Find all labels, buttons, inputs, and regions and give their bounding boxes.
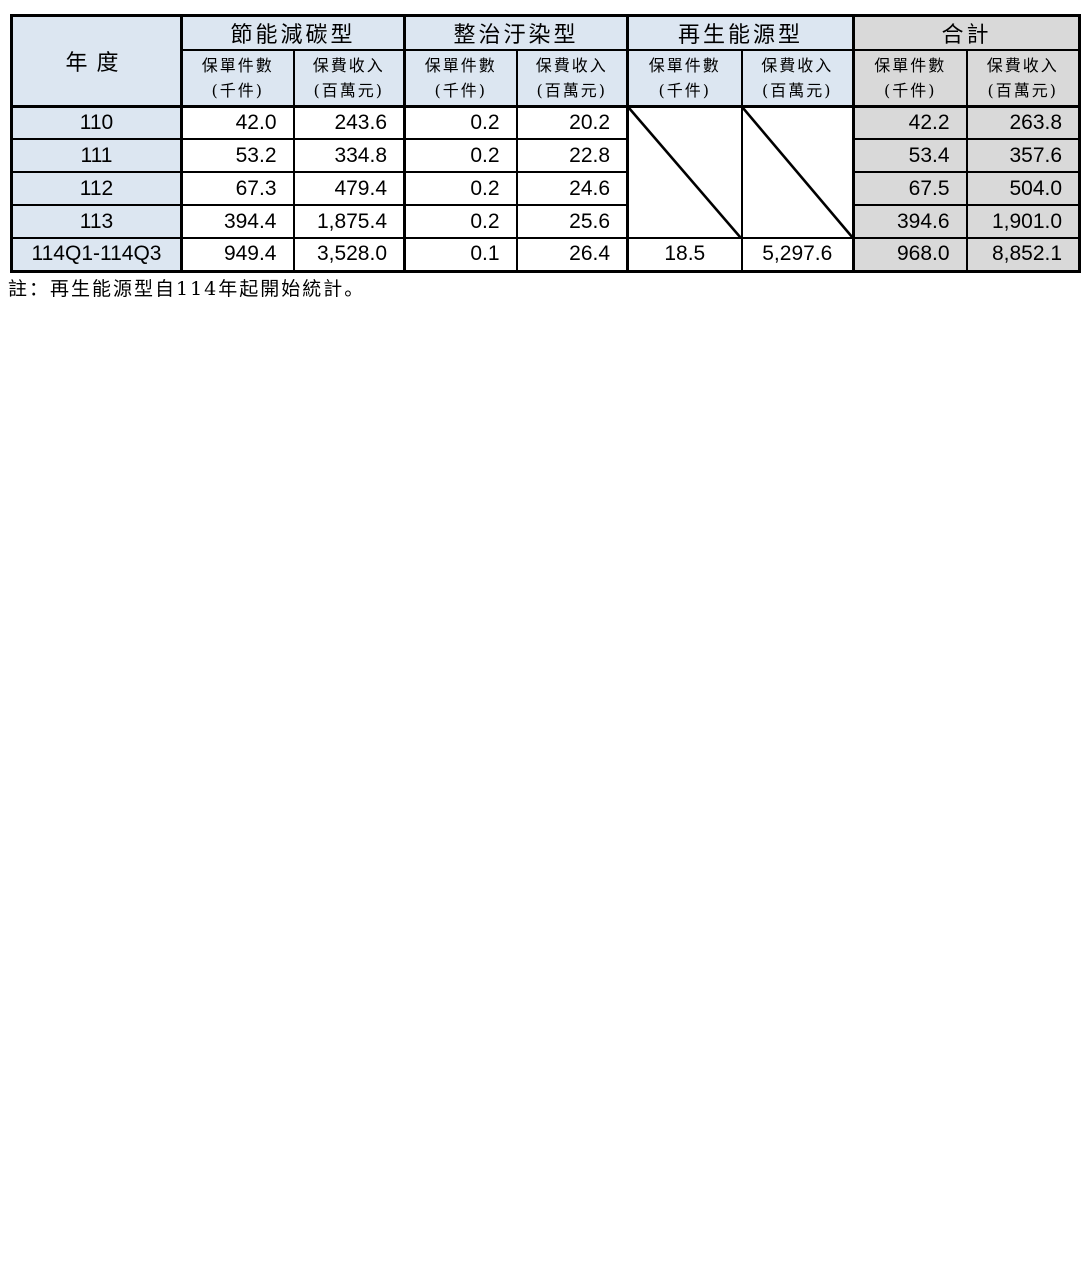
data-cell: 0.2: [403, 204, 518, 239]
sub-header-unit: (百萬元): [987, 80, 1059, 100]
green-insurance-statistics-table: 年度 節能減碳型 整治汙染型 再生能源型 合計 保單件數 (千件) 保費收入 (…: [10, 14, 1082, 273]
data-cell: 0.2: [403, 105, 518, 140]
sub-header-label: 保單件數: [201, 55, 274, 75]
sub-header-label: 保單件數: [648, 55, 721, 75]
sub-header-unit: (千件): [434, 80, 488, 100]
data-cell: 394.4: [180, 204, 295, 239]
sub-header-row: 保單件數 (千件) 保費收入 (百萬元) 保單件數 (千件) 保費收入 (百萬元…: [12, 49, 1081, 108]
data-cell: 0.1: [403, 237, 518, 272]
data-cell: 53.2: [180, 138, 295, 173]
data-cell: 504.0: [965, 171, 1081, 206]
sub-header-label: 保費收入: [535, 55, 608, 75]
year-cell: 111: [10, 138, 183, 173]
data-cell: 1,901.0: [965, 204, 1081, 239]
data-cell: 53.4: [852, 138, 968, 173]
data-cell: 263.8: [965, 105, 1081, 140]
sub-header-unit: (百萬元): [536, 80, 608, 100]
data-cell: 394.6: [852, 204, 968, 239]
data-cell: 67.5: [852, 171, 968, 206]
data-cell: 5,297.6: [740, 237, 855, 272]
year-cell: 110: [10, 105, 183, 140]
year-cell: 112: [10, 171, 183, 206]
data-cell: 357.6: [965, 138, 1081, 173]
data-cell: 42.0: [180, 105, 295, 140]
data-cell: 0.2: [403, 138, 518, 173]
data-cell: 42.2: [852, 105, 968, 140]
year-cell: 113: [10, 204, 183, 239]
data-cell: 24.6: [515, 171, 629, 206]
group-header-energy-saving: 節能減碳型: [179, 14, 406, 51]
renewable-premium-income-header: 保費收入 (百萬元): [740, 49, 855, 108]
data-cell: 22.8: [515, 138, 629, 173]
group-header-pollution-remediation: 整治汙染型: [403, 14, 629, 51]
table-row: 114Q1-114Q3 949.4 3,528.0 0.1 26.4 18.5 …: [10, 237, 1081, 272]
table-row: 112 67.3 479.4 0.2 24.6 67.5 504.0: [10, 171, 1081, 206]
sub-header-label: 保費收入: [312, 55, 385, 75]
data-cell: 334.8: [292, 138, 406, 173]
sub-header-unit: (百萬元): [313, 80, 384, 100]
data-cell: 20.2: [515, 105, 629, 140]
table-row: 113 394.4 1,875.4 0.2 25.6 394.6 1,901.0: [10, 204, 1081, 239]
sub-header-label: 保單件數: [424, 55, 497, 75]
energy-premium-income-header: 保費收入 (百萬元): [292, 49, 406, 108]
sub-header-unit: (千件): [884, 80, 937, 100]
pollution-premium-income-header: 保費收入 (百萬元): [515, 49, 629, 108]
no-data-diagonal-cell: [740, 105, 855, 239]
renewable-policy-count-header: 保單件數 (千件): [626, 49, 743, 108]
diagonal-slash-icon: [629, 108, 741, 238]
sub-header-label: 保單件數: [874, 55, 947, 75]
data-cell: 25.6: [515, 204, 629, 239]
sub-header-unit: (千件): [658, 80, 712, 100]
data-cell: 0.2: [403, 171, 518, 206]
group-header-renewable-energy: 再生能源型: [626, 14, 855, 51]
no-data-diagonal-cell: [626, 105, 743, 239]
total-policy-count-header: 保單件數 (千件): [852, 49, 968, 108]
pollution-policy-count-header: 保單件數 (千件): [403, 49, 518, 108]
group-header-total: 合計: [852, 14, 1081, 51]
diagonal-slash-icon: [743, 108, 853, 238]
data-cell: 18.5: [626, 237, 743, 272]
data-cell: 1,875.4: [292, 204, 406, 239]
sub-header-unit: (百萬元): [762, 80, 833, 100]
data-cell: 67.3: [180, 171, 295, 206]
footnote: 註：再生能源型自114年起開始統計。: [8, 278, 366, 300]
data-cell: 479.4: [292, 171, 406, 206]
data-cell: 968.0: [852, 237, 968, 272]
sub-header-unit: (千件): [211, 80, 264, 100]
year-cell: 114Q1-114Q3: [10, 237, 183, 272]
data-cell: 8,852.1: [965, 237, 1081, 272]
total-premium-income-header: 保費收入 (百萬元): [965, 49, 1081, 108]
table-row: 111 53.2 334.8 0.2 22.8 53.4 357.6: [10, 138, 1081, 173]
sub-header-label: 保費收入: [986, 55, 1059, 75]
data-cell: 949.4: [180, 237, 295, 272]
data-cell: 3,528.0: [292, 237, 406, 272]
energy-policy-count-header: 保單件數 (千件): [180, 49, 295, 108]
sub-header-label: 保費收入: [761, 55, 834, 75]
group-header-row: 年度 節能減碳型 整治汙染型 再生能源型 合計: [10, 14, 1081, 108]
year-column-header: 年度: [10, 14, 183, 108]
data-cell: 243.6: [292, 105, 406, 140]
table-row: 110 42.0 243.6 0.2 20.2 42.2 263.8: [10, 105, 1081, 239]
data-cell: 26.4: [515, 237, 629, 272]
